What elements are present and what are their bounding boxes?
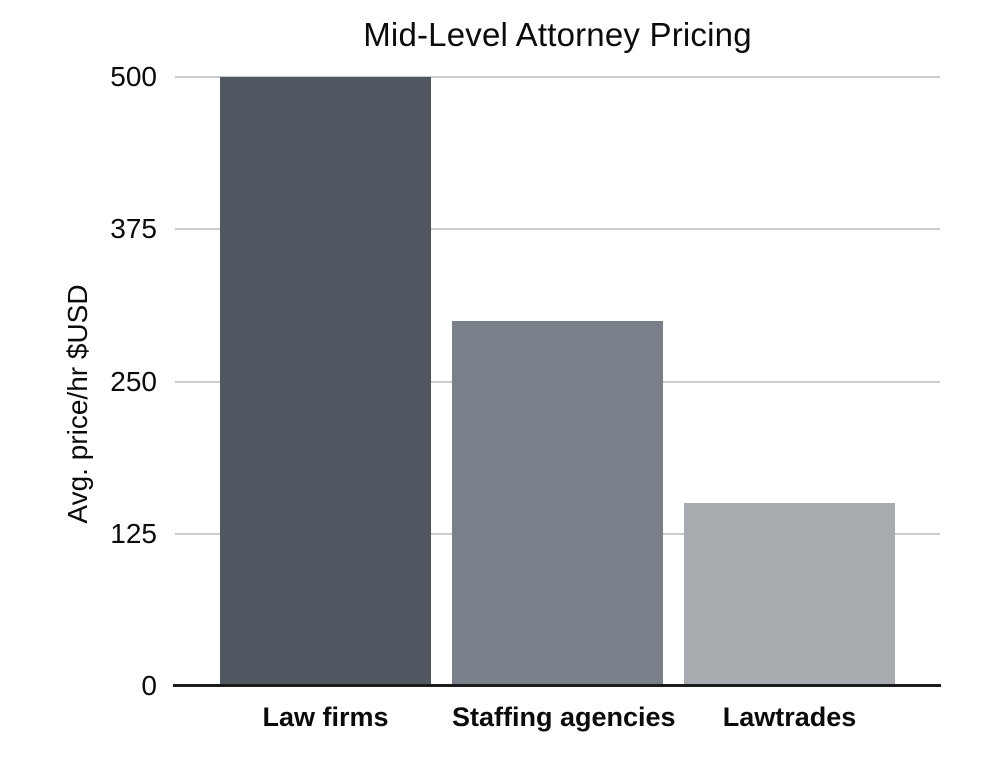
y-tick-label: 250 (110, 365, 157, 397)
y-tick-label: 0 (141, 670, 157, 701)
gridline (175, 228, 940, 231)
x-category-label: Law firms (262, 702, 389, 732)
y-tick-label: 500 (110, 61, 157, 92)
x-category-label: Lawtrades (722, 702, 857, 732)
x-axis-line (173, 684, 941, 687)
y-tick-label: 375 (110, 213, 157, 245)
bar-lawtrades (684, 503, 895, 686)
plot-area (175, 76, 940, 686)
chart-title: Mid-Level Attorney Pricing (363, 16, 752, 53)
x-category-label: Staffing agencies (452, 702, 676, 732)
bar-law-firms (220, 77, 431, 686)
bar-staffing-agencies (452, 320, 663, 686)
gridline (175, 76, 940, 78)
y-tick-label: 125 (110, 517, 157, 549)
y-axis-title: Avg. price/hr $USD (62, 284, 93, 524)
